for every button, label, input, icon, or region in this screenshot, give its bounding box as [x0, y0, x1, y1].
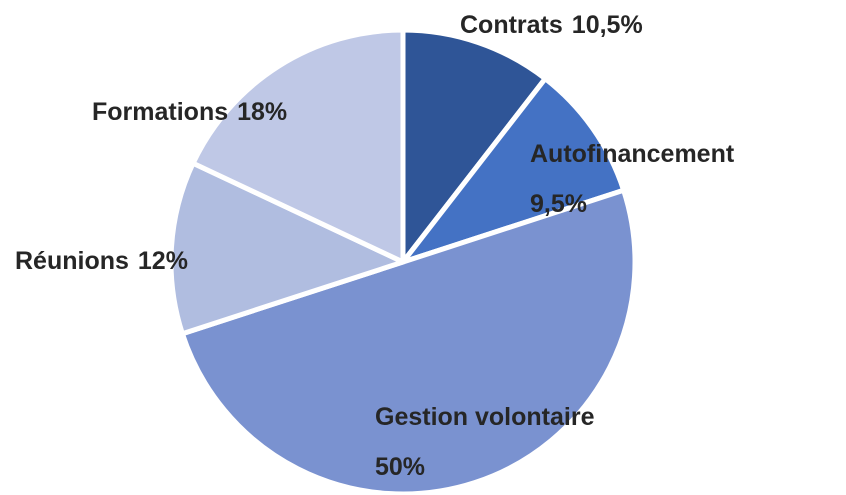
pie-slice: [168, 160, 406, 337]
value-label: 50%: [375, 453, 425, 481]
value-label: 18%: [237, 98, 287, 126]
data-label: Réunions 12%: [15, 247, 188, 275]
category-label: Réunions: [15, 247, 129, 275]
data-label: Contrats 10,5%: [460, 11, 643, 39]
pie-slice: [179, 187, 638, 495]
pie-slice: [400, 76, 627, 265]
category-label: Contrats: [460, 11, 563, 39]
category-label: Formations: [92, 98, 228, 126]
value-label: 12%: [138, 247, 188, 275]
category-label: Gestion volontaire: [375, 403, 595, 431]
pie-slice: [400, 27, 548, 265]
data-label: Gestion volontaire 50%: [375, 403, 595, 481]
data-label: Formations 18%: [92, 98, 287, 126]
value-label: 9,5%: [530, 190, 587, 218]
category-label: Autofinancement: [530, 140, 735, 168]
value-label: 10,5%: [572, 11, 643, 39]
pie-slice: [190, 27, 406, 265]
data-label: Autofinancement 9,5%: [530, 140, 735, 218]
